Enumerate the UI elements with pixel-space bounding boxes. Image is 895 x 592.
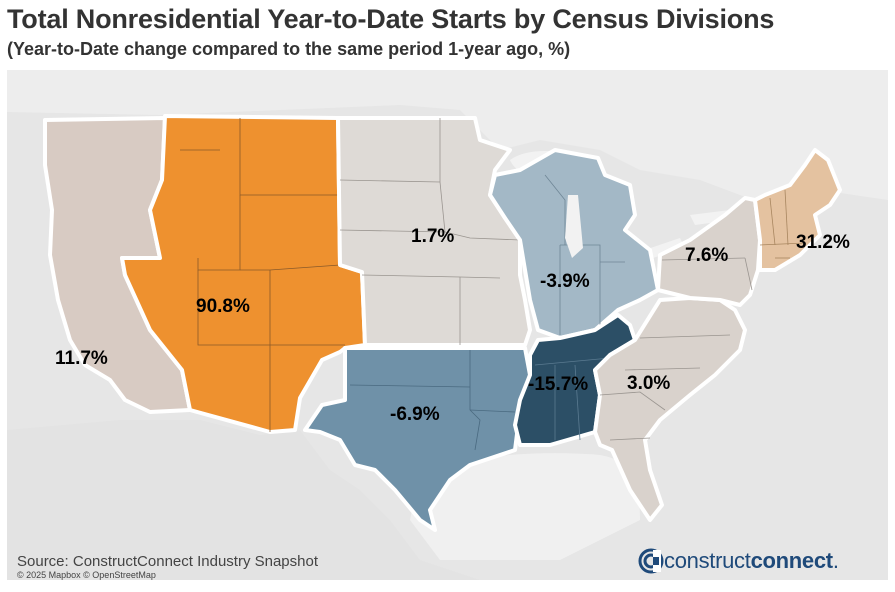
lake-michigan-overlay bbox=[565, 195, 583, 258]
source-note: Source: ConstructConnect Industry Snapsh… bbox=[17, 553, 318, 570]
ne-state-borders bbox=[759, 189, 806, 259]
logo-text-connect: connect bbox=[750, 548, 834, 573]
label-east-north-central: -3.9% bbox=[540, 271, 590, 292]
ma-state-borders bbox=[661, 257, 753, 291]
division-south-atlantic[interactable] bbox=[593, 296, 747, 522]
constructconnect-logo: construct connect. bbox=[638, 547, 839, 575]
sa-state-borders bbox=[599, 334, 731, 441]
logo-period: . bbox=[832, 548, 839, 573]
label-pacific: 11.7% bbox=[55, 348, 108, 369]
label-west-north-central: 1.7% bbox=[411, 226, 454, 247]
wnc-state-borders bbox=[339, 118, 521, 345]
label-east-south-central: -15.7% bbox=[528, 374, 588, 395]
label-south-atlantic: 3.0% bbox=[627, 373, 670, 394]
page-title: Total Nonresidential Year-to-Date Starts… bbox=[7, 4, 775, 34]
constructconnect-logo-icon bbox=[638, 548, 664, 574]
logo-text-construct: construct bbox=[664, 548, 751, 573]
gulf-of-mexico bbox=[410, 453, 640, 560]
map-canvas[interactable]: 11.7% 90.8% 1.7% -3.9% -6.9% -15.7% 3.0%… bbox=[7, 70, 888, 580]
mountain-state-borders bbox=[180, 118, 345, 432]
canada-land bbox=[7, 70, 888, 205]
map-attribution[interactable]: © 2025 Mapbox © OpenStreetMap bbox=[17, 570, 156, 580]
division-new-england[interactable] bbox=[753, 148, 842, 272]
label-west-south-central: -6.9% bbox=[390, 404, 440, 425]
esc-state-borders bbox=[534, 357, 611, 441]
mexico-land bbox=[7, 420, 480, 580]
label-middle-atlantic: 7.6% bbox=[685, 245, 728, 266]
page-subtitle: (Year-to-Date change compared to the sam… bbox=[7, 39, 571, 59]
us-census-division-map[interactable]: 11.7% 90.8% 1.7% -3.9% -6.9% -15.7% 3.0%… bbox=[7, 70, 888, 580]
wsc-state-borders bbox=[349, 350, 516, 451]
label-mountain: 90.8% bbox=[196, 296, 250, 317]
label-new-england: 31.2% bbox=[796, 232, 850, 253]
